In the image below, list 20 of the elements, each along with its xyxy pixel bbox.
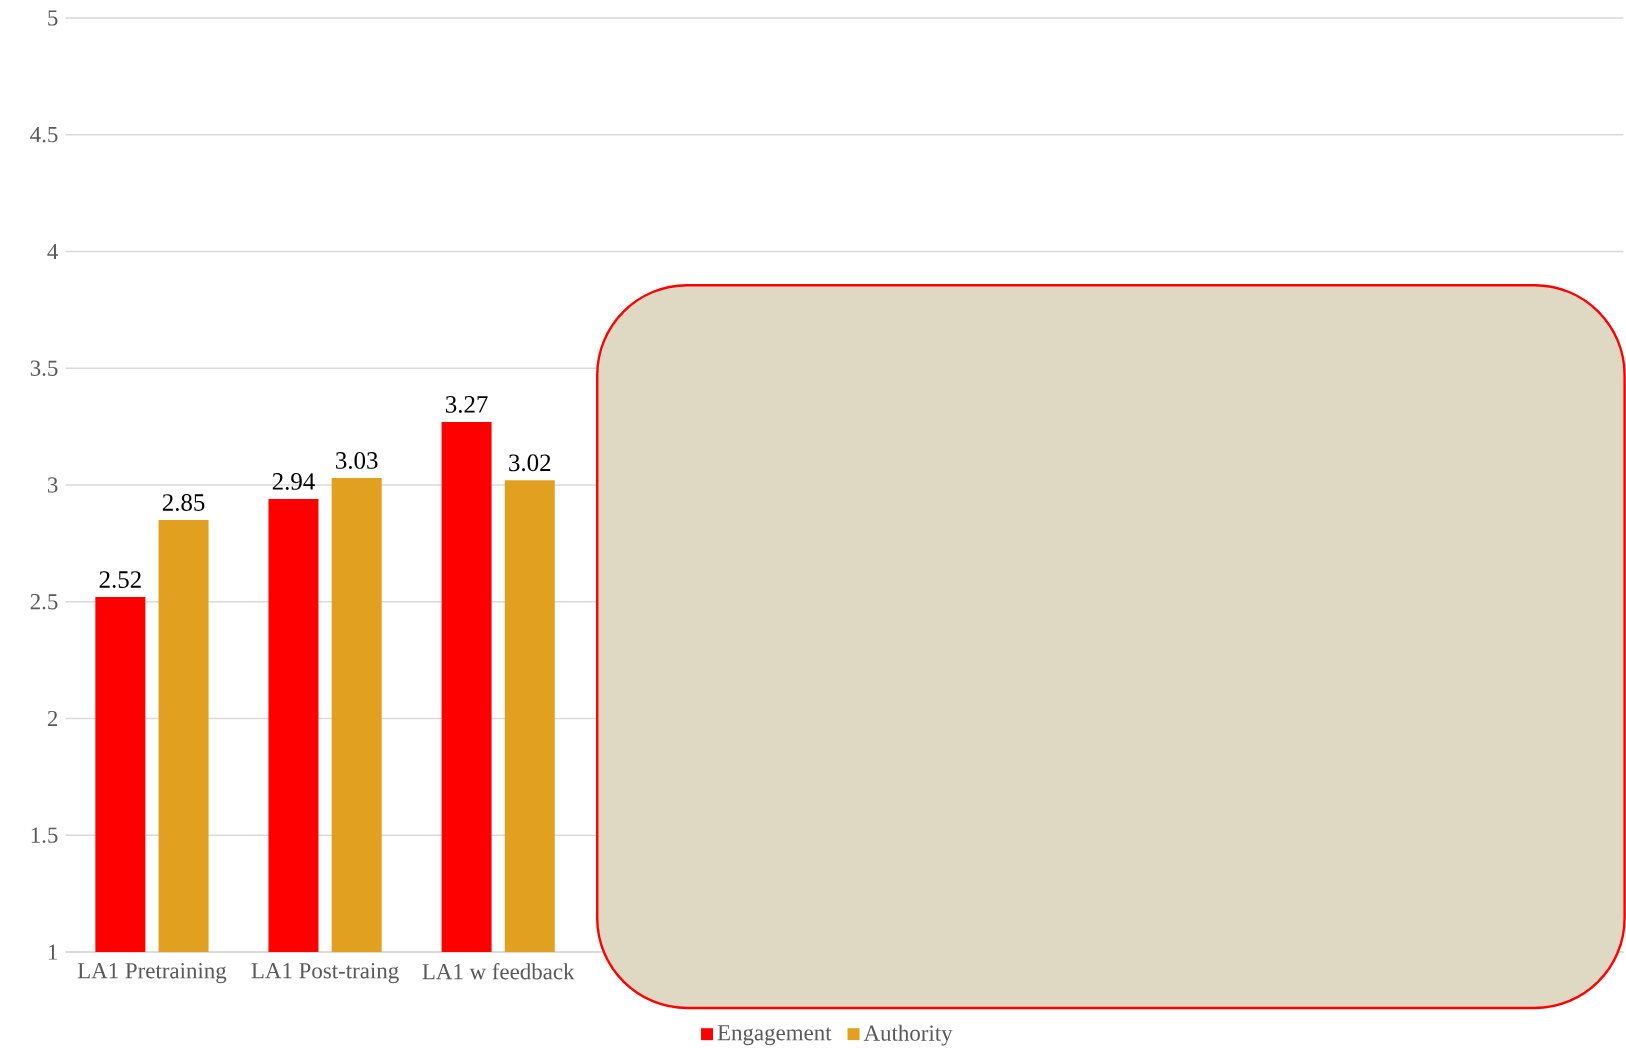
x-tick-label: LA1 Post-traing — [251, 963, 399, 984]
data-label: 3.27 — [445, 396, 488, 413]
legend-label: Authority — [863, 1024, 953, 1046]
y-tick-label: 1 — [48, 944, 57, 960]
y-tick-label: 4.5 — [30, 127, 58, 143]
y-tick-label: 5 — [48, 10, 58, 26]
y-tick-label: 4 — [47, 243, 58, 260]
y-tick-label: 1.5 — [31, 827, 58, 843]
legend-label: Engagement — [717, 1025, 832, 1046]
data-label: 2.52 — [99, 571, 141, 589]
y-tick-label: 3 — [48, 477, 58, 493]
data-label: 2.94 — [272, 473, 315, 490]
data-label: 3.02 — [509, 454, 551, 472]
x-tick-label: LA1 w feedback — [422, 963, 575, 980]
x-tick-label: LA1 Pretraining — [77, 963, 227, 984]
y-tick-label: 3.5 — [30, 360, 58, 376]
data-label: 2.85 — [162, 494, 205, 511]
y-tick-label: 2 — [47, 710, 58, 727]
data-label: 3.03 — [336, 452, 378, 469]
y-tick-label: 2.5 — [30, 594, 58, 610]
